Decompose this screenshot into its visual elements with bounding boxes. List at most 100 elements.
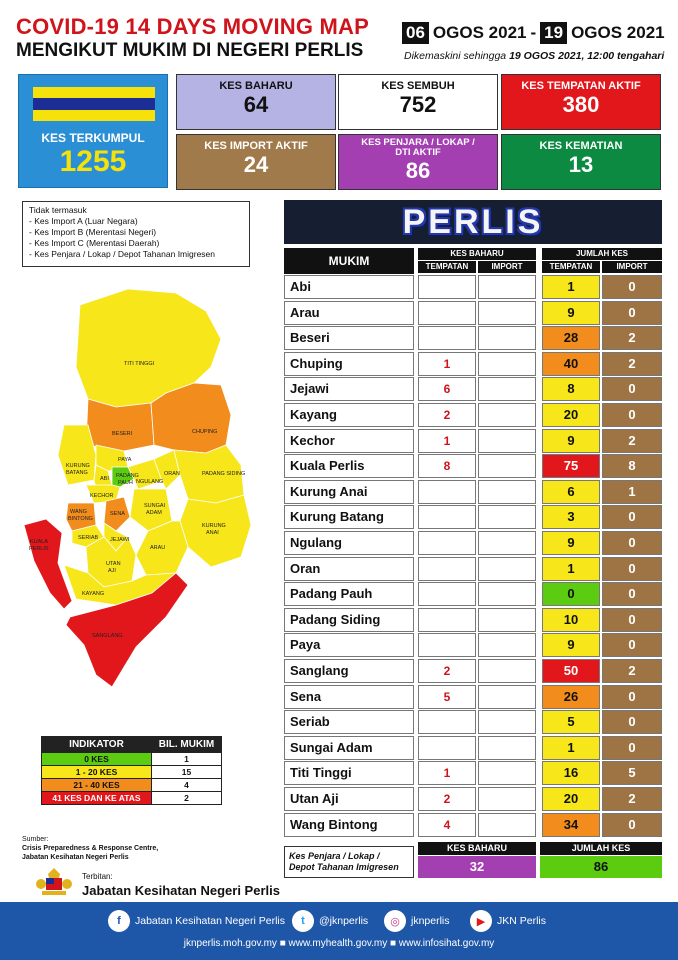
jumlah-kes-import: 0 — [602, 275, 662, 299]
url-infosihat[interactable]: www.infosihat.gov.my — [398, 938, 495, 949]
kes-baharu-import — [478, 761, 536, 786]
sub-tempatan-header: TEMPATAN — [418, 261, 476, 273]
jumlah-kes-import: 1 — [602, 479, 662, 504]
source-label: Sumber: — [22, 836, 49, 843]
jumlah-kes-import: 2 — [602, 326, 662, 351]
mukim-name: Sena — [284, 684, 414, 709]
mukim-name: Titi Tinggi — [284, 761, 414, 786]
map-label-kurung-anai-2: ANAI — [206, 530, 219, 536]
indicator-count: 1 — [151, 752, 222, 766]
mukim-name: Kechor — [284, 428, 414, 453]
map-label-sanglang: SANGLANG — [92, 633, 123, 639]
map-label-kurung-anai-1: KURUNG — [202, 523, 226, 529]
facebook-icon: f — [108, 910, 130, 932]
kes-tempatan-aktif-box: KES TEMPATAN AKTIF 380 — [501, 74, 661, 130]
footer: f Jabatan Kesihatan Negeri Perlis t @jkn… — [0, 902, 678, 960]
date-end-day: 19 — [540, 22, 568, 44]
table-row: Paya 9 0 — [284, 633, 662, 658]
table-row: Sungai Adam 1 0 — [284, 735, 662, 760]
kes-baharu-import — [478, 300, 536, 325]
kes-baharu-tempatan: 4 — [418, 812, 476, 837]
kes-baharu-import — [478, 505, 536, 530]
jumlah-kes-tempatan: 20 — [542, 403, 600, 427]
date-separator: - — [530, 23, 537, 42]
mukim-name: Chuping — [284, 351, 414, 376]
kes-baharu-tempatan: 2 — [418, 787, 476, 811]
map-label-sungai-adam-2: ADAM — [146, 510, 162, 516]
kes-baharu-import — [478, 556, 536, 581]
kes-kematian-value: 13 — [568, 152, 594, 177]
table-row: Kayang 2 20 0 — [284, 403, 662, 427]
instagram-link[interactable]: ◎ jknperlis — [384, 910, 450, 932]
map-label-sena: SENA — [110, 511, 125, 517]
youtube-label: JKN Perlis — [497, 915, 547, 927]
footer-urls: jknperlis.moh.gov.my ■ www.myhealth.gov.… — [0, 938, 678, 949]
twitter-link[interactable]: t @jknperlis — [292, 910, 368, 932]
terbitan-label: Terbitan: — [82, 872, 113, 881]
kes-baharu-import — [478, 326, 536, 351]
kes-baharu-import — [478, 659, 536, 683]
jumlah-kes-import: 0 — [602, 633, 662, 658]
kes-baharu-tempatan — [418, 479, 476, 504]
facebook-link[interactable]: f Jabatan Kesihatan Negeri Perlis — [108, 910, 285, 932]
indicator-label: 1 - 20 KES — [41, 765, 152, 779]
kes-penjara-label-line2: DTI AKTIF — [395, 147, 441, 158]
url-jknperlis[interactable]: jknperlis.moh.gov.my — [183, 938, 277, 949]
state-banner: PERLIS — [284, 200, 662, 244]
jumlah-kes-import: 0 — [602, 607, 662, 632]
jumlah-kes-tempatan: 34 — [542, 812, 600, 837]
jumlah-kes-import: 0 — [602, 710, 662, 735]
kes-baharu-import — [478, 735, 536, 760]
map-label-oran: ORAN — [164, 471, 180, 477]
facebook-label: Jabatan Kesihatan Negeri Perlis — [135, 915, 286, 927]
penjara-label-line2: Depot Tahanan Imigresen — [289, 862, 399, 872]
kes-baharu-tempatan: 6 — [418, 377, 476, 402]
kes-baharu-tempatan: 2 — [418, 659, 476, 683]
note-item: - Kes Import B (Merentasi Negeri) — [29, 227, 157, 237]
jumlah-kes-import: 0 — [602, 377, 662, 402]
kes-baharu-tempatan — [418, 505, 476, 530]
table-row: Padang Siding 10 0 — [284, 607, 662, 632]
url-myhealth[interactable]: www.myhealth.gov.my — [288, 938, 388, 949]
jumlah-kes-tempatan: 16 — [542, 761, 600, 786]
kes-baharu-tempatan: 1 — [418, 351, 476, 376]
perlis-mukim-map: TITI TINGGI BESERI CHUPING PAYA KURUNG B… — [23, 288, 252, 688]
jumlah-kes-tempatan: 0 — [542, 582, 600, 607]
map-label-utan-aji-2: AJI — [108, 568, 116, 574]
kes-baharu-import — [478, 454, 536, 479]
kes-sembuh-box: KES SEMBUH 752 — [338, 74, 498, 130]
page-subtitle: MENGIKUT MUKIM DI NEGERI PERLIS — [16, 40, 364, 61]
kes-baharu-import — [478, 582, 536, 607]
youtube-link[interactable]: ▶ JKN Perlis — [470, 910, 546, 932]
date-range: 06 OGOS 2021 - 19 OGOS 2021 — [402, 22, 665, 44]
jumlah-kes-import: 2 — [602, 351, 662, 376]
kes-baharu-tempatan: 1 — [418, 761, 476, 786]
kes-baharu-tempatan — [418, 607, 476, 632]
map-label-ngulang: NGULANG — [136, 479, 163, 485]
penjara-baharu-header: KES BAHARU — [418, 842, 536, 855]
jumlah-kes-import: 5 — [602, 761, 662, 786]
kes-baharu-import — [478, 377, 536, 402]
kes-baharu-tempatan: 8 — [418, 454, 476, 479]
map-label-seriab: SERIAB — [78, 535, 99, 541]
table-row: Wang Bintong 4 34 0 — [284, 812, 662, 837]
source-credit: Sumber: Crisis Preparedness & Response C… — [22, 835, 158, 862]
jumlah-kes-import: 0 — [602, 556, 662, 581]
mukim-name: Beseri — [284, 326, 414, 351]
jumlah-kes-tempatan: 75 — [542, 454, 600, 479]
map-label-kechor: KECHOR — [90, 493, 114, 499]
kes-baharu-import — [478, 531, 536, 555]
jumlah-kes-tempatan: 9 — [542, 531, 600, 555]
updated-prefix: Dikemaskini sehingga — [404, 50, 507, 62]
map-label-paya: PAYA — [118, 457, 132, 463]
table-row: Oran 1 0 — [284, 556, 662, 581]
kes-baharu-tempatan: 2 — [418, 403, 476, 427]
map-label-jejawi: JEJAWI — [110, 537, 130, 543]
kes-baharu-tempatan: 5 — [418, 684, 476, 709]
source-line1: Crisis Preparedness & Response Centre, — [22, 845, 159, 852]
updated-text: Dikemaskini sehingga 19 OGOS 2021, 12:00… — [404, 50, 664, 62]
sub-import-header: IMPORT — [478, 261, 536, 273]
col-jumlah-kes-header: JUMLAH KES — [542, 248, 662, 260]
jumlah-kes-tempatan: 50 — [542, 659, 600, 683]
table-row: Utan Aji 2 20 2 — [284, 787, 662, 811]
